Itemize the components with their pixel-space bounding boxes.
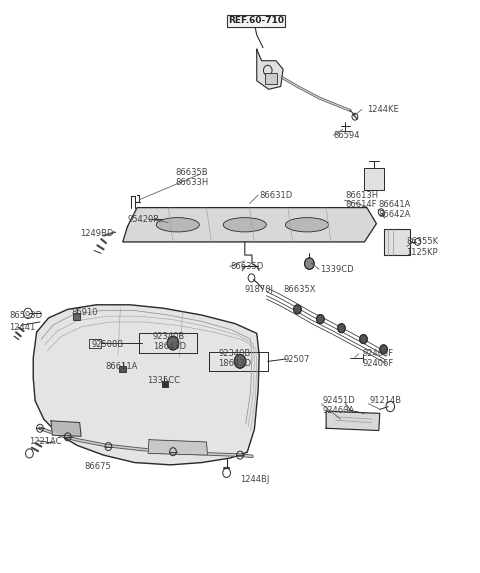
Polygon shape [148, 439, 207, 455]
Polygon shape [123, 207, 376, 242]
Text: 92460A: 92460A [323, 406, 354, 415]
Circle shape [337, 324, 345, 333]
Text: 86641A: 86641A [379, 200, 411, 209]
Text: 92508B: 92508B [92, 340, 124, 350]
Circle shape [234, 355, 246, 368]
Text: 91870J: 91870J [245, 285, 274, 294]
Ellipse shape [156, 218, 199, 232]
Polygon shape [51, 421, 81, 436]
Text: 18643D: 18643D [218, 359, 252, 368]
Text: 12441: 12441 [9, 323, 36, 332]
Bar [161, 382, 168, 387]
Text: 92406F: 92406F [362, 359, 393, 368]
Text: 18643D: 18643D [153, 342, 186, 351]
Bar [73, 313, 80, 320]
Text: 92451D: 92451D [323, 397, 355, 405]
Text: 1221AC: 1221AC [29, 437, 62, 446]
Ellipse shape [223, 218, 266, 232]
Circle shape [294, 305, 301, 314]
Text: 86635B: 86635B [175, 168, 208, 176]
Bar [384, 229, 410, 255]
Circle shape [380, 345, 387, 354]
Polygon shape [326, 411, 380, 430]
Text: 86593D: 86593D [9, 311, 42, 320]
Circle shape [360, 335, 367, 344]
Text: 92405F: 92405F [362, 350, 393, 359]
Circle shape [305, 258, 314, 269]
Text: 86631D: 86631D [259, 191, 292, 199]
Circle shape [317, 315, 324, 324]
Text: 1244BJ: 1244BJ [240, 475, 269, 484]
Text: 1339CD: 1339CD [321, 265, 354, 274]
Text: 86594: 86594 [333, 131, 360, 139]
Text: 95420R: 95420R [128, 214, 160, 223]
Text: 86613H: 86613H [345, 191, 378, 199]
Text: 86633H: 86633H [175, 178, 209, 187]
Text: 86675: 86675 [84, 462, 111, 471]
Text: 1249BD: 1249BD [80, 229, 113, 238]
Text: 86611A: 86611A [105, 362, 137, 371]
Text: 1244KE: 1244KE [367, 105, 398, 114]
Text: 86642A: 86642A [379, 210, 411, 219]
Text: 86614F: 86614F [345, 200, 377, 209]
Polygon shape [33, 305, 259, 465]
Bar [120, 366, 126, 372]
Text: 86635X: 86635X [283, 285, 315, 294]
Text: 1125KP: 1125KP [407, 248, 438, 257]
Text: 86355K: 86355K [407, 237, 439, 246]
Bar [265, 73, 277, 84]
Polygon shape [257, 49, 283, 89]
Text: 92340B: 92340B [153, 332, 185, 342]
Text: 86635D: 86635D [230, 262, 264, 271]
Circle shape [167, 336, 179, 350]
Text: 1335CC: 1335CC [147, 376, 180, 385]
Text: 92340B: 92340B [218, 350, 251, 359]
Bar [364, 168, 384, 190]
Text: 91214B: 91214B [369, 397, 401, 405]
Text: 92507: 92507 [283, 355, 310, 364]
Text: 86910: 86910 [72, 308, 98, 317]
Ellipse shape [286, 218, 328, 232]
Text: REF.60-710: REF.60-710 [228, 16, 284, 25]
